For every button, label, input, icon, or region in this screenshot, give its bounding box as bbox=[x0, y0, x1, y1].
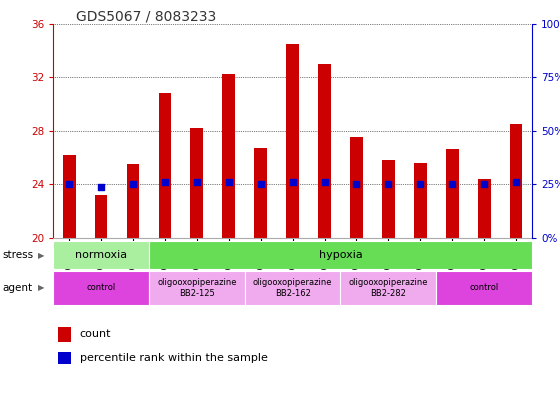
Text: ▶: ▶ bbox=[38, 251, 44, 259]
Bar bbox=[149, 241, 532, 269]
Bar bbox=[318, 64, 331, 238]
Bar bbox=[149, 271, 245, 305]
Bar bbox=[158, 93, 171, 238]
Point bbox=[448, 181, 457, 187]
Bar bbox=[95, 195, 108, 238]
Point bbox=[384, 181, 393, 187]
Bar bbox=[478, 179, 491, 238]
Point bbox=[64, 181, 73, 187]
Bar bbox=[414, 163, 427, 238]
Bar bbox=[340, 271, 436, 305]
Point bbox=[256, 181, 265, 187]
Bar bbox=[245, 271, 340, 305]
Bar bbox=[63, 155, 76, 238]
Bar bbox=[58, 352, 71, 364]
Point bbox=[479, 181, 488, 187]
Point bbox=[511, 178, 520, 185]
Point bbox=[193, 178, 202, 185]
Text: agent: agent bbox=[3, 283, 33, 293]
Text: hypoxia: hypoxia bbox=[319, 250, 362, 260]
Bar bbox=[254, 148, 267, 238]
Text: stress: stress bbox=[3, 250, 34, 260]
Point bbox=[161, 178, 170, 185]
Bar bbox=[286, 44, 299, 238]
Bar bbox=[127, 164, 139, 238]
Bar bbox=[510, 124, 522, 238]
Point bbox=[352, 181, 361, 187]
Point bbox=[224, 178, 234, 185]
Point bbox=[416, 181, 424, 187]
Text: oligooxopiperazine
BB2-282: oligooxopiperazine BB2-282 bbox=[349, 278, 428, 298]
Bar bbox=[350, 138, 363, 238]
Point bbox=[96, 184, 105, 190]
Bar bbox=[58, 327, 71, 342]
Text: control: control bbox=[469, 283, 499, 292]
Text: normoxia: normoxia bbox=[75, 250, 127, 260]
Bar bbox=[382, 160, 395, 238]
Bar bbox=[53, 241, 149, 269]
Bar bbox=[446, 149, 459, 238]
Point bbox=[320, 178, 329, 185]
Text: ▶: ▶ bbox=[38, 283, 44, 292]
Text: control: control bbox=[86, 283, 116, 292]
Text: percentile rank within the sample: percentile rank within the sample bbox=[80, 353, 268, 363]
Bar bbox=[53, 271, 149, 305]
Bar bbox=[222, 74, 235, 238]
Text: GDS5067 / 8083233: GDS5067 / 8083233 bbox=[76, 10, 216, 24]
Bar bbox=[436, 271, 532, 305]
Point bbox=[288, 178, 297, 185]
Text: count: count bbox=[80, 329, 111, 339]
Bar bbox=[190, 128, 203, 238]
Point bbox=[128, 181, 138, 187]
Text: oligooxopiperazine
BB2-162: oligooxopiperazine BB2-162 bbox=[253, 278, 332, 298]
Text: oligooxopiperazine
BB2-125: oligooxopiperazine BB2-125 bbox=[157, 278, 236, 298]
